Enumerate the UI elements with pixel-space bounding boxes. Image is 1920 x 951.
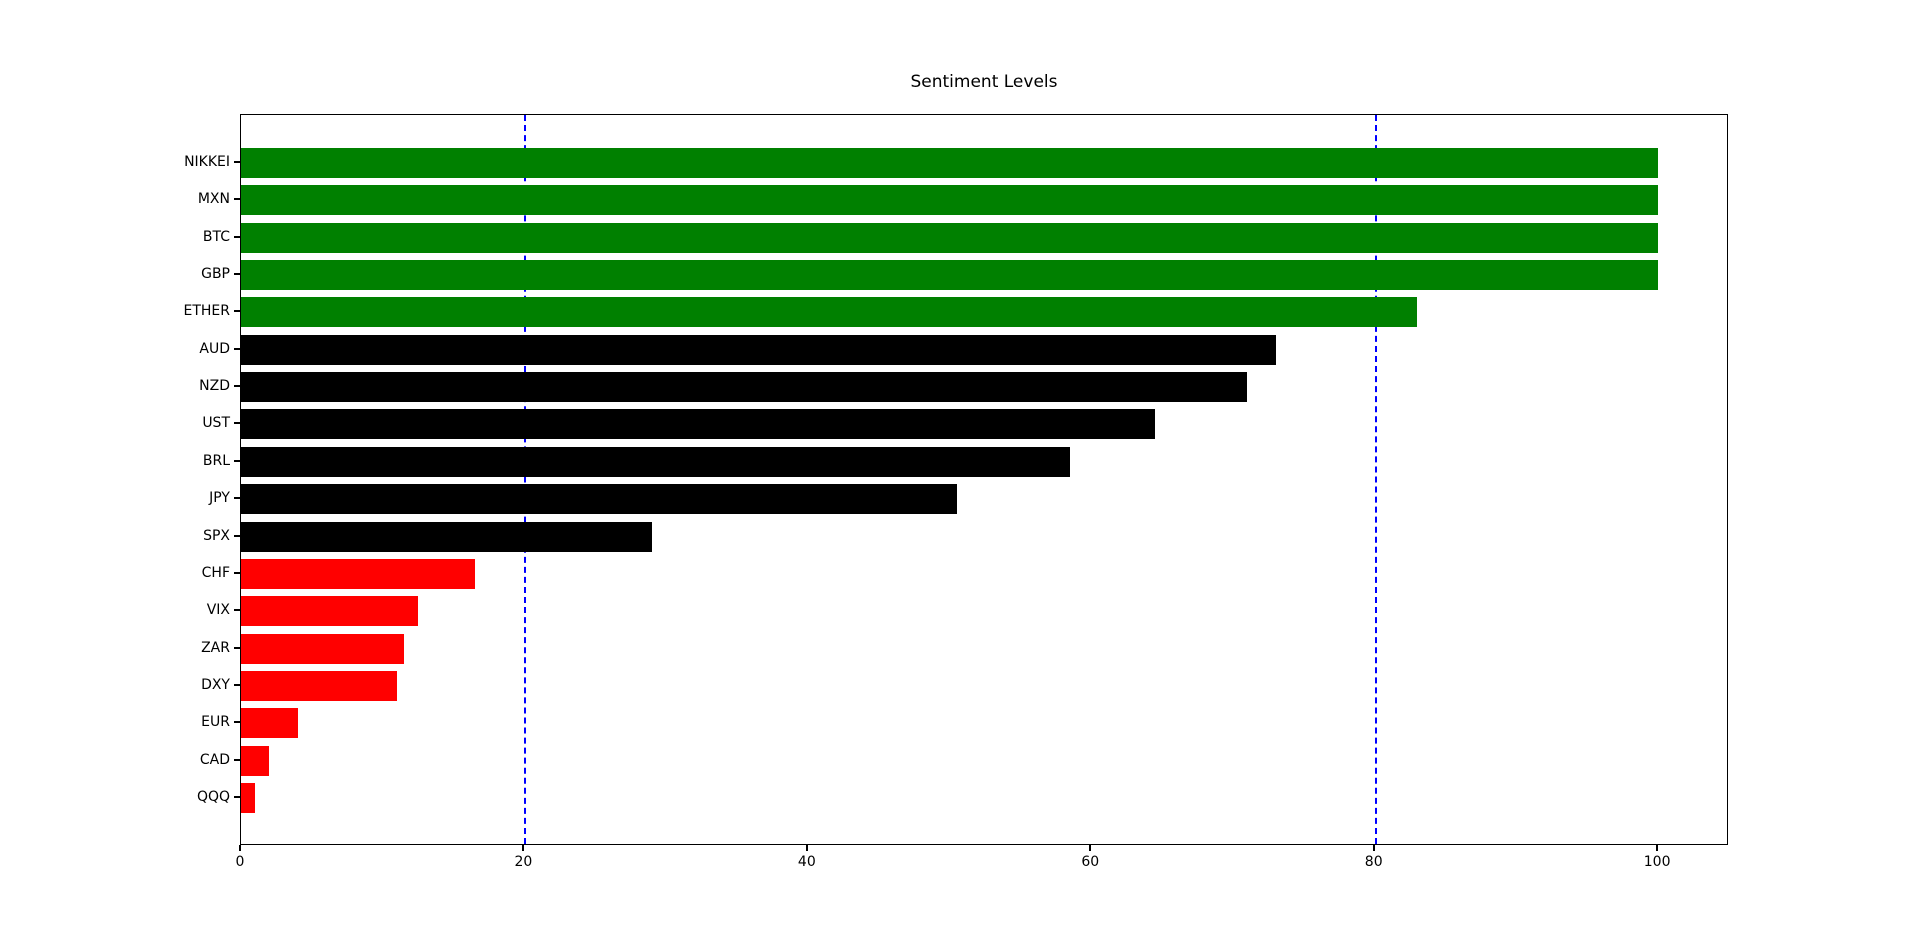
x-tick-label-60: 60 [1081,854,1100,870]
y-tick-mark-qqq [234,796,240,798]
x-tick-mark-60 [1089,845,1092,851]
y-tick-label-ust: UST [202,415,230,432]
bar-mxn [241,185,1659,216]
bar-brl [241,446,1071,477]
x-tick-mark-0 [239,845,241,851]
y-tick-mark-zar [234,646,240,649]
bar-zar [241,633,404,664]
x-tick-mark-40 [805,845,808,851]
bar-dxy [241,670,397,701]
plot-area [240,114,1728,845]
x-tick-label-100: 100 [1643,854,1671,870]
y-tick-label-zar: ZAR [201,639,230,656]
y-tick-mark-ether [234,310,240,313]
y-tick-mark-jpy [234,497,240,500]
y-tick-label-nikkei: NIKKEI [184,154,230,170]
y-tick-mark-spx [234,534,240,537]
chart-title: Sentiment Levels [910,72,1058,92]
bar-btc [241,222,1659,253]
y-tick-label-nzd: NZD [199,378,230,395]
bar-chf [241,558,475,589]
y-tick-mark-nzd [234,385,240,388]
y-tick-label-jpy: JPY [209,490,230,507]
bar-qqq [241,783,256,813]
threshold-line-80 [1374,115,1377,844]
bar-nzd [241,372,1248,403]
y-tick-mark-ust [234,422,240,425]
y-tick-label-spx: SPX [203,527,230,544]
y-tick-label-qqq: QQQ [196,789,230,805]
y-tick-label-ether: ETHER [183,303,231,320]
x-tick-mark-80 [1372,845,1375,851]
bar-vix [241,596,419,627]
x-tick-label-40: 40 [797,854,816,870]
y-tick-mark-btc [234,235,240,238]
y-tick-mark-aud [234,347,240,350]
x-tick-mark-20 [522,845,525,851]
bar-aud [241,334,1276,365]
y-tick-mark-chf [234,571,240,574]
y-tick-label-eur: EUR [201,714,230,731]
x-tick-label-80: 80 [1364,854,1383,870]
y-tick-label-aud: AUD [199,340,230,357]
bar-gbp [241,260,1659,291]
y-tick-label-btc: BTC [202,228,230,245]
y-tick-label-cad: CAD [199,751,230,768]
x-tick-label-0: 0 [235,854,245,870]
x-tick-mark-100 [1656,845,1659,851]
y-tick-mark-dxy [234,683,240,686]
bar-cad [241,745,270,776]
bar-eur [241,708,298,739]
y-tick-mark-brl [234,459,240,462]
y-tick-label-gbp: GBP [201,266,230,283]
y-tick-mark-gbp [234,273,240,276]
y-tick-label-chf: CHF [201,564,230,581]
y-tick-label-brl: BRL [202,452,230,469]
bar-ust [241,409,1156,440]
y-tick-mark-nikkei [234,161,240,163]
y-tick-mark-cad [234,758,240,761]
x-tick-label-20: 20 [514,854,533,870]
y-tick-mark-eur [234,721,240,724]
y-tick-mark-mxn [234,198,240,201]
y-tick-label-mxn: MXN [197,191,230,208]
y-tick-mark-vix [234,609,240,612]
bar-spx [241,521,652,552]
bar-nikkei [241,148,1659,178]
bar-jpy [241,484,957,515]
y-tick-label-vix: VIX [206,602,230,619]
y-tick-label-dxy: DXY [201,676,230,693]
bar-ether [241,297,1418,328]
threshold-line-20 [524,115,527,844]
